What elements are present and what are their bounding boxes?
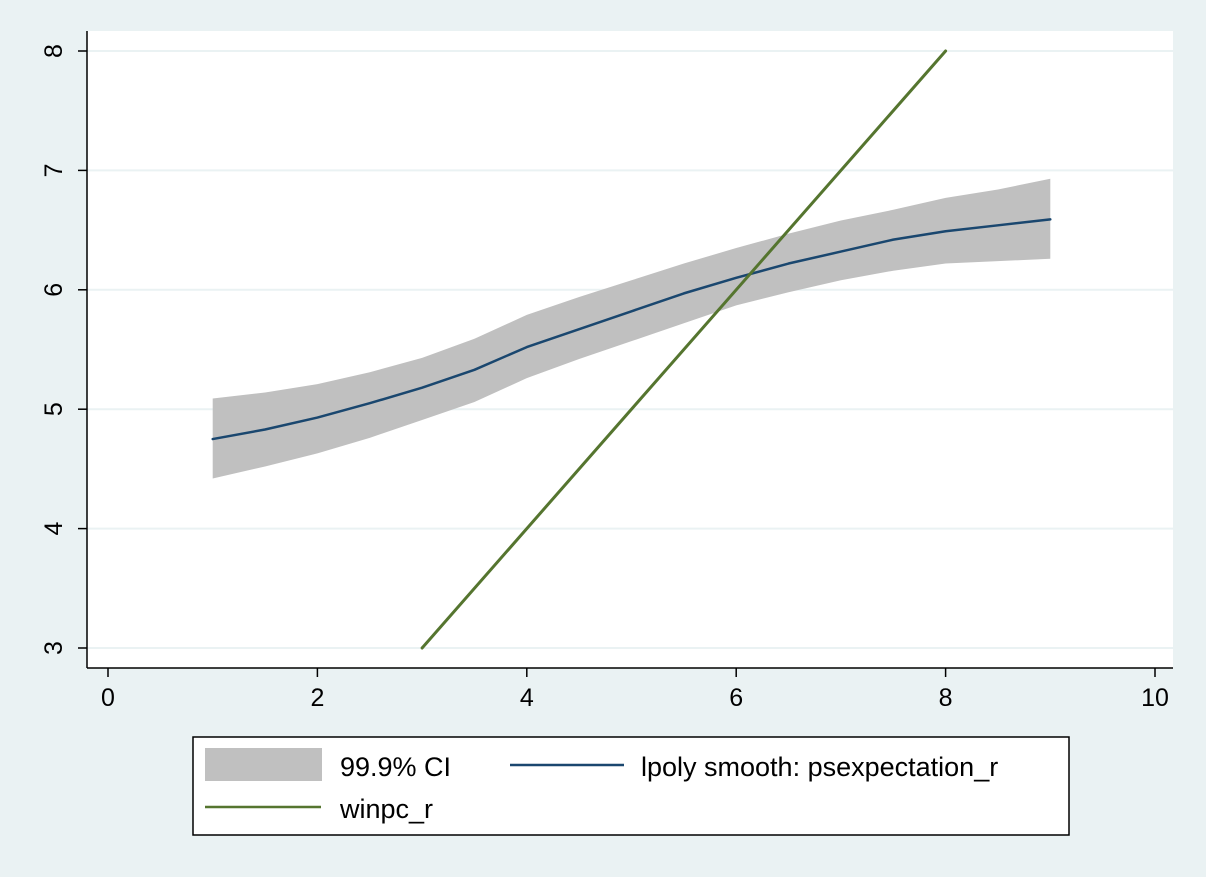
axes: 3 4 5 6 7 8 0 2 4 6 8 10 — [40, 31, 1173, 712]
legend-label-ci: 99.9% CI — [340, 752, 451, 782]
x-tick-label-5: 10 — [1141, 684, 1169, 712]
y-tick-label-5: 8 — [40, 44, 68, 58]
legend-swatch-ci — [205, 748, 322, 781]
series-layer — [211, 49, 1052, 650]
x-tick-label-4: 8 — [939, 684, 953, 712]
series-line-1 — [420, 49, 948, 650]
series-line-0 — [211, 218, 1052, 441]
y-tick-label-3: 6 — [40, 283, 68, 297]
y-tick-label-2: 5 — [40, 402, 68, 416]
x-tick-label-0: 0 — [101, 684, 115, 712]
x-tick-label-3: 6 — [729, 684, 743, 712]
legend-label-winpc: winpc_r — [339, 794, 433, 824]
ci-band-layer — [212, 178, 1051, 479]
y-tick-label-1: 4 — [40, 522, 68, 536]
ci-band — [212, 178, 1051, 479]
plot-area — [87, 31, 1173, 668]
y-tick-label-0: 3 — [40, 641, 68, 655]
y-tick-label-4: 7 — [40, 163, 68, 177]
legend: 99.9% CI lpoly smooth: psexpectation_r w… — [192, 736, 1070, 836]
legend-label-lpoly: lpoly smooth: psexpectation_r — [641, 752, 998, 782]
x-tick-label-1: 2 — [310, 684, 324, 712]
legend-box — [192, 736, 1070, 836]
x-tick-label-2: 4 — [520, 684, 534, 712]
